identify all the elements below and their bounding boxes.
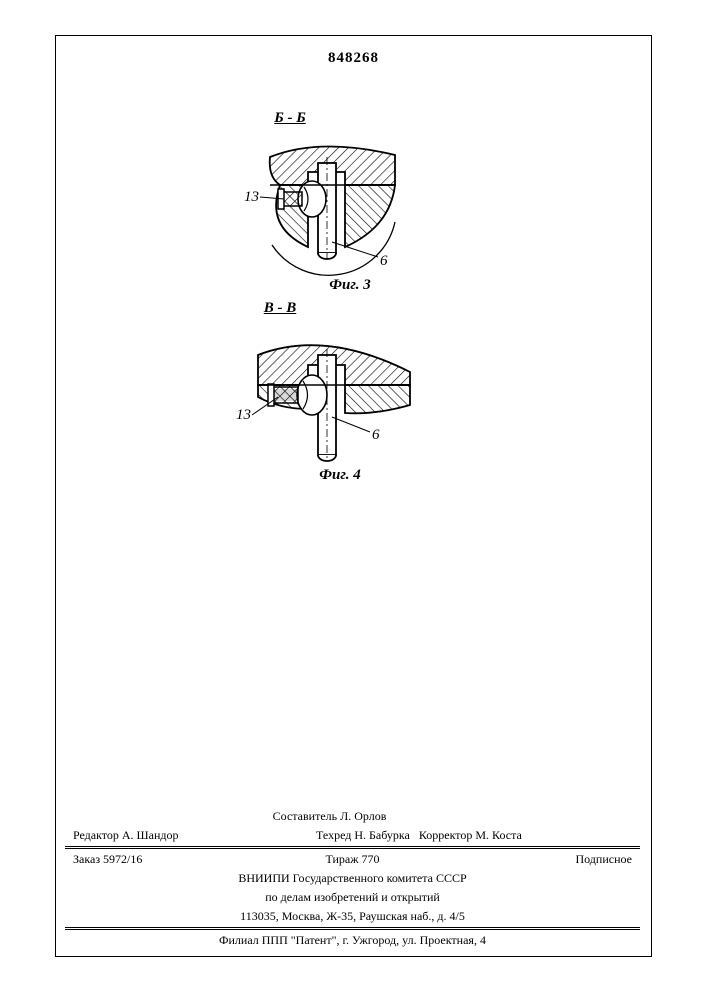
document-number: 848268 xyxy=(0,50,707,67)
address: 113035, Москва, Ж-35, Раушская наб., д. … xyxy=(73,909,632,924)
section-label-bb: Б - Б xyxy=(260,110,320,127)
org-line2: по делам изобретений и открытий xyxy=(73,890,632,905)
callout-6-fig3: 6 xyxy=(380,253,388,269)
editor-label: Редактор xyxy=(73,828,119,842)
filial: Филиал ППП "Патент", г. Ужгород, ул. Про… xyxy=(73,933,632,948)
colophon-block: Составитель Л. Орлов Редактор А. Шандор … xyxy=(65,807,640,950)
caption-fig3: Фиг. 3 xyxy=(310,277,390,294)
figures-block: Б - Б 13 6 Фи xyxy=(230,110,460,490)
org-line1: ВНИИПИ Государственного комитета СССР xyxy=(73,871,632,886)
editor-name: А. Шандор xyxy=(122,828,179,842)
techred-label: Техред xyxy=(316,828,351,842)
callout-13-fig3: 13 xyxy=(244,189,259,205)
order-number: Заказ 5972/16 xyxy=(73,852,259,867)
caption-fig4: Фиг. 4 xyxy=(300,467,380,484)
figure-4-drawing: 13 6 xyxy=(230,317,440,467)
compiler-name: Л. Орлов xyxy=(340,809,386,823)
techred-name: Н. Бабурка xyxy=(354,828,410,842)
compiler-label: Составитель xyxy=(273,809,337,823)
tirage: Тираж 770 xyxy=(259,852,445,867)
figure-3-drawing: 13 6 xyxy=(230,127,430,277)
callout-13-fig4: 13 xyxy=(236,407,251,423)
corrector-name: М. Коста xyxy=(475,828,521,842)
corrector-label: Корректор xyxy=(419,828,473,842)
section-label-vv: В - В xyxy=(250,300,310,317)
subscription: Подписное xyxy=(446,852,632,867)
callout-6-fig4: 6 xyxy=(372,427,380,443)
